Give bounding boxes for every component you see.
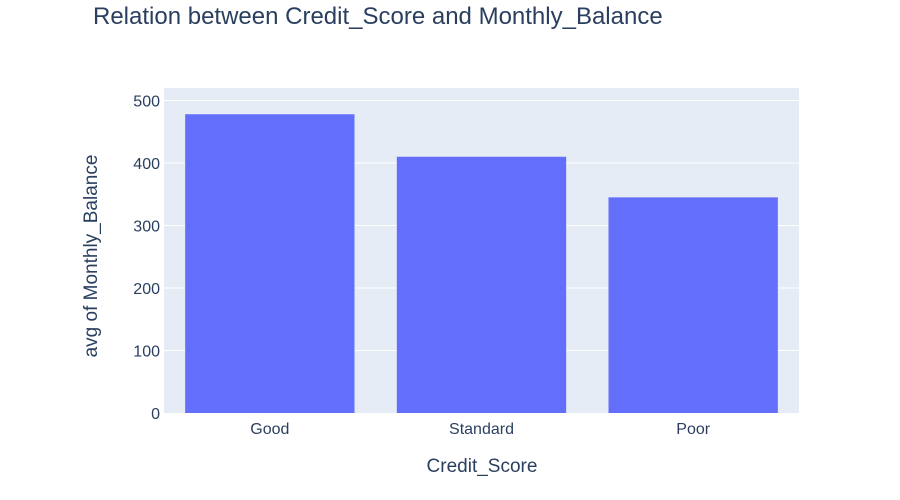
y-axis-ticks: 0 100 200 300 400 500	[133, 94, 160, 424]
bar-standard[interactable]	[396, 156, 567, 413]
y-tick-label: 300	[133, 219, 160, 236]
x-tick-label: Good	[250, 421, 289, 438]
y-tick-label: 400	[133, 156, 160, 173]
bar-poor[interactable]	[608, 197, 778, 413]
x-axis-ticks: Good Standard Poor	[250, 421, 710, 438]
y-tick-label: 500	[133, 94, 160, 111]
x-tick-label: Poor	[676, 421, 710, 438]
y-tick-label: 0	[151, 406, 160, 423]
y-tick-label: 100	[133, 344, 160, 361]
y-tick-label: 200	[133, 281, 160, 298]
x-axis-title: Credit_Score	[427, 456, 538, 477]
chart-title: Relation between Credit_Score and Monthl…	[93, 3, 663, 30]
y-axis-title: avg of Monthly_Balance	[81, 155, 102, 358]
x-tick-label: Standard	[449, 421, 514, 438]
bar-good[interactable]	[185, 114, 355, 413]
bars	[185, 114, 778, 413]
